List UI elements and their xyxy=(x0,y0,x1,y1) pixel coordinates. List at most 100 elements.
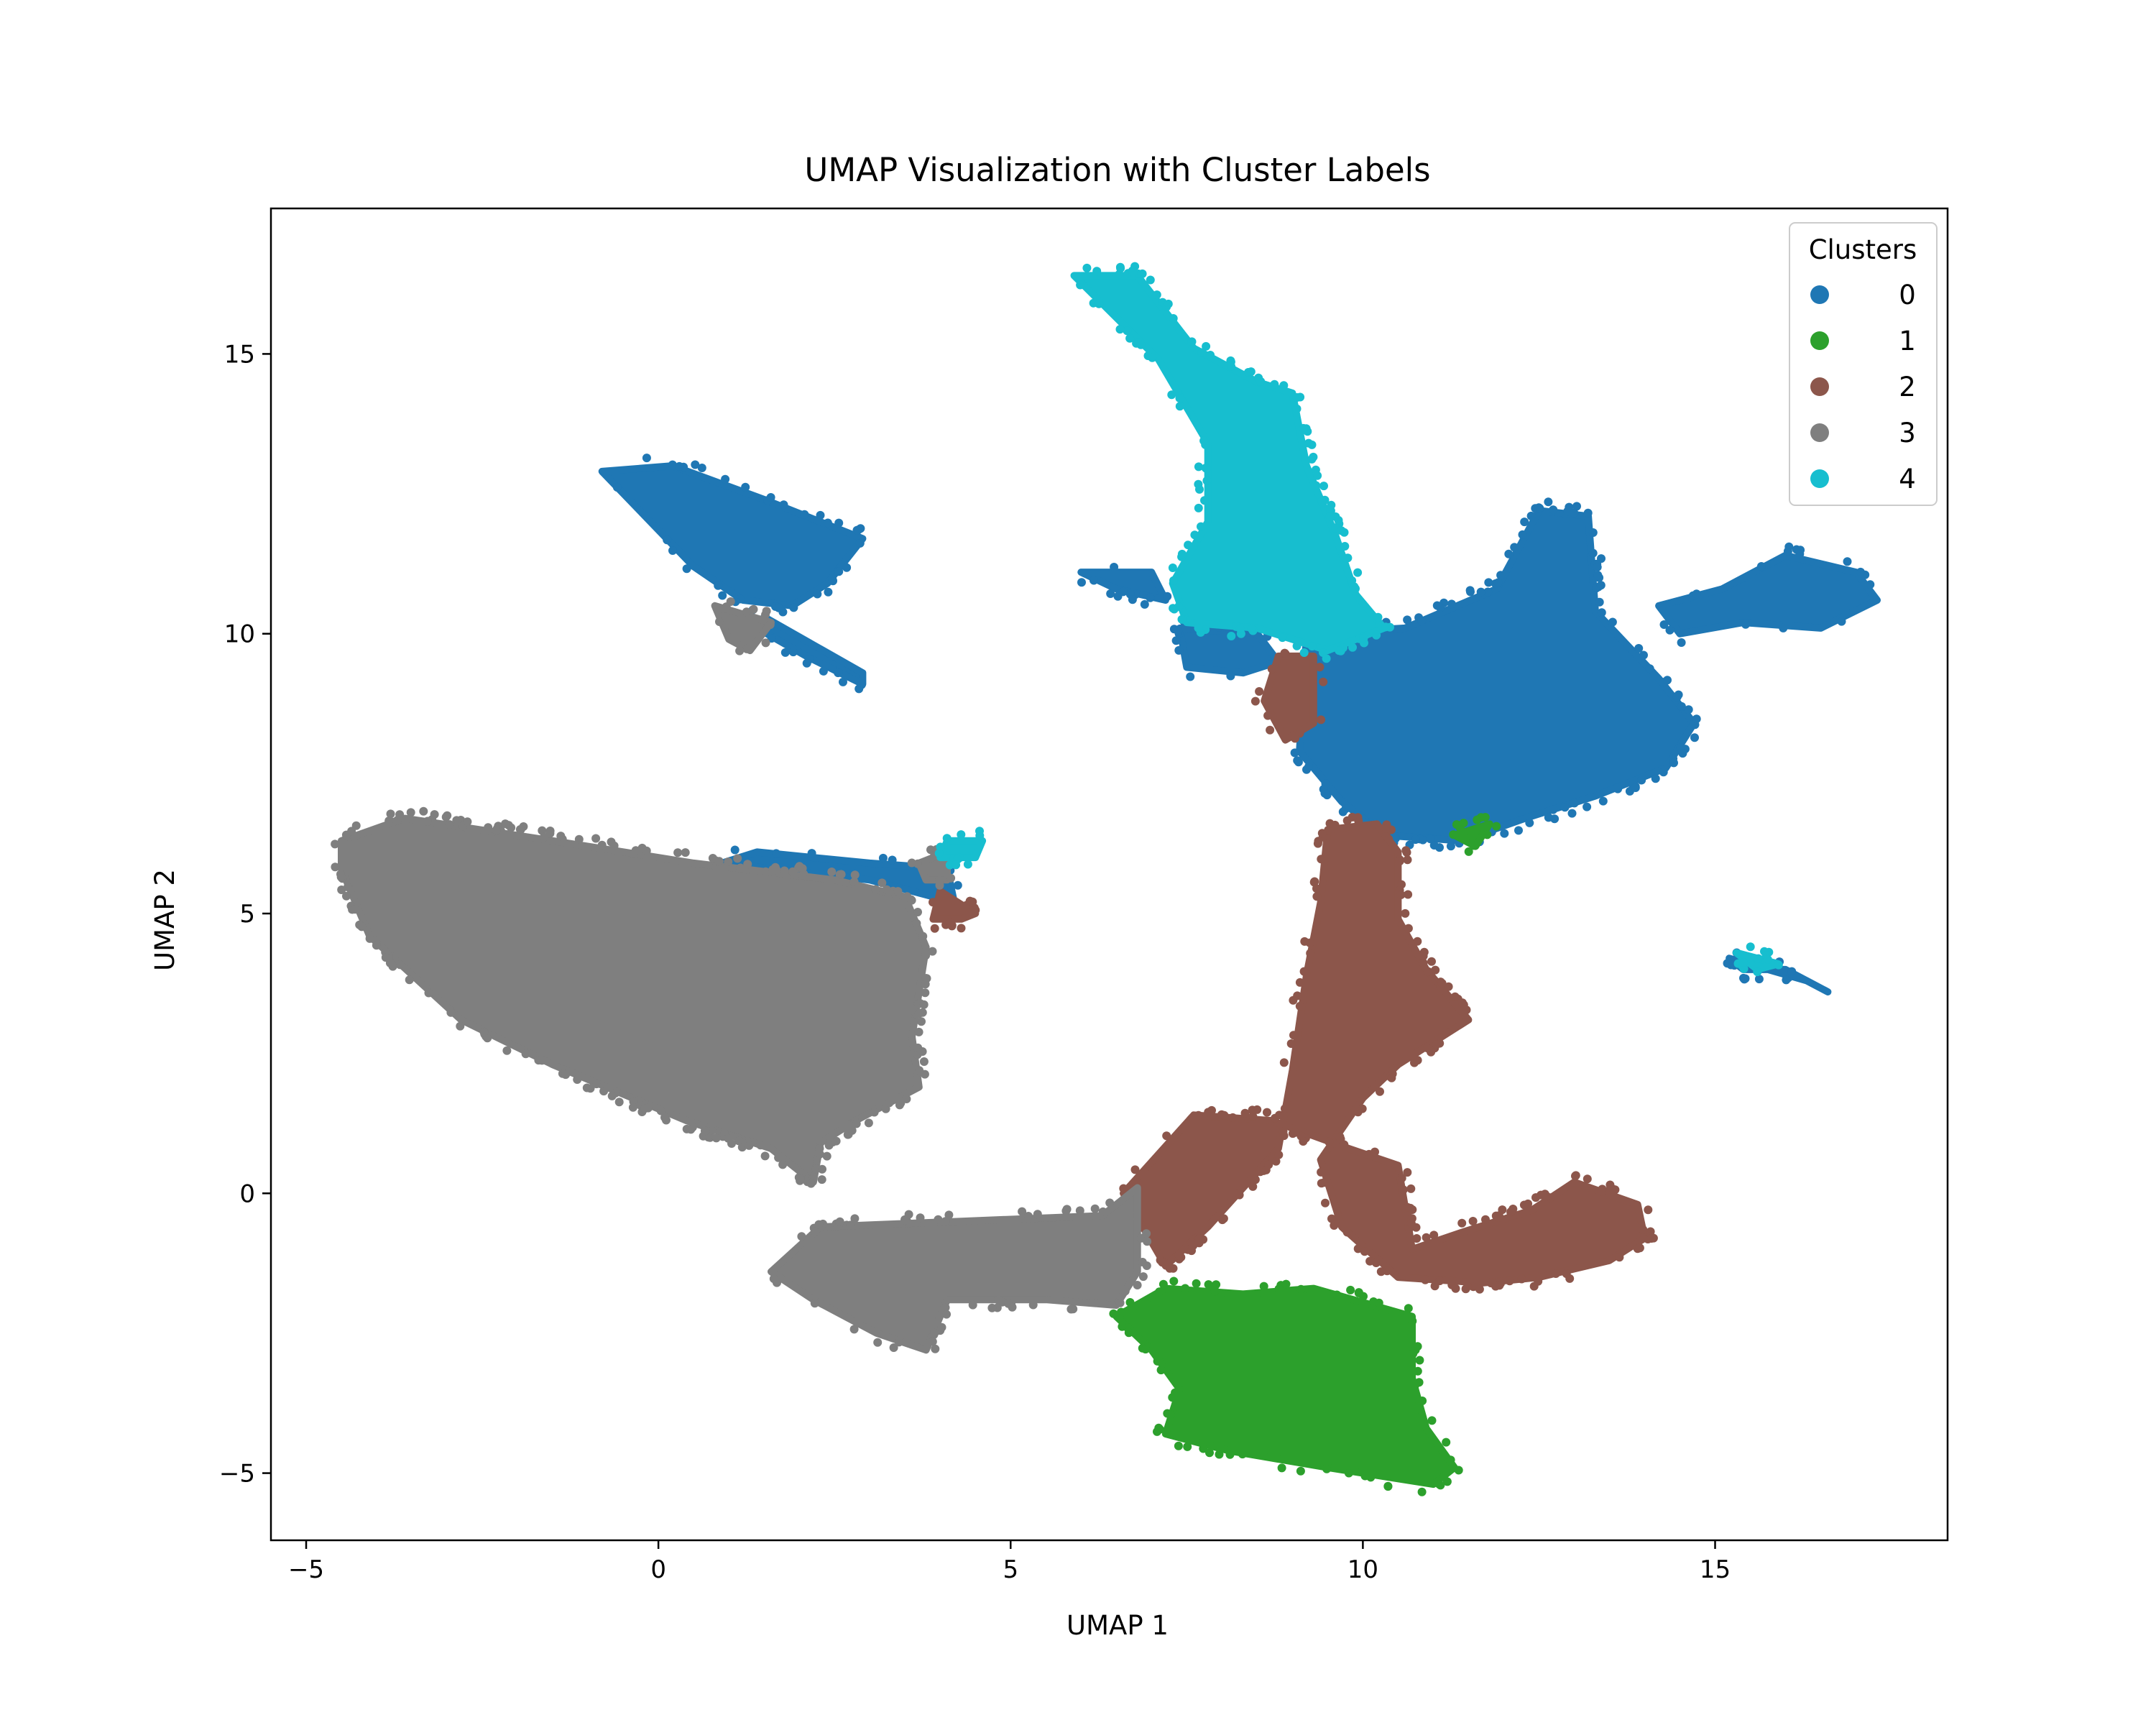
cluster-4-point xyxy=(1202,341,1211,351)
cluster-3-point xyxy=(700,1126,709,1136)
cluster-3-point xyxy=(912,919,921,928)
cluster-2-point xyxy=(1317,855,1326,864)
cluster-0-point xyxy=(788,648,798,657)
cluster-1-point xyxy=(1414,1378,1424,1387)
cluster-1-point xyxy=(1181,1284,1190,1293)
cluster-3-point xyxy=(758,615,768,625)
legend-marker-4 xyxy=(1810,469,1829,488)
cluster-3-point xyxy=(852,1119,861,1128)
cluster-0-point xyxy=(1466,587,1475,597)
cluster-2-point xyxy=(957,924,966,933)
cluster-3-point xyxy=(574,834,584,844)
chart-title: UMAP Visualization with Cluster Labels xyxy=(804,151,1430,189)
cluster-4-point xyxy=(1319,482,1328,491)
cluster-2-point xyxy=(1220,1110,1229,1120)
cluster-2-point xyxy=(1430,1282,1439,1291)
cluster-2-point xyxy=(1505,1276,1514,1286)
cluster-2-point xyxy=(1253,1105,1262,1114)
cluster-3-point xyxy=(1028,1300,1038,1310)
cluster-4-point xyxy=(1095,299,1104,308)
cluster-2-point xyxy=(1330,820,1340,829)
cluster-0-point xyxy=(1570,799,1579,808)
cluster-0-point xyxy=(1665,625,1674,635)
cluster-0-point xyxy=(1484,578,1493,587)
cluster-2-point xyxy=(1293,991,1302,1000)
cluster-3-point xyxy=(445,820,454,829)
cluster-2-point xyxy=(1506,1207,1516,1216)
cluster-2-point xyxy=(1240,1108,1250,1118)
cluster-2-point xyxy=(1404,890,1413,899)
cluster-0-point xyxy=(1677,702,1686,711)
cluster-4-point xyxy=(1092,267,1102,276)
cluster-3-point xyxy=(918,932,928,941)
cluster-2-point xyxy=(1299,967,1309,976)
cluster-0-point xyxy=(1856,567,1865,576)
cluster-3-point xyxy=(762,607,771,616)
cluster-3-point xyxy=(903,892,912,901)
cluster-3-point xyxy=(773,1278,781,1287)
cluster-2-point xyxy=(1404,924,1413,933)
cluster-4-point xyxy=(1169,576,1178,585)
cluster-3-point xyxy=(913,908,922,916)
cluster-4-point xyxy=(1167,390,1176,400)
cluster-3-point xyxy=(928,1337,937,1346)
cluster-3-point xyxy=(637,843,647,852)
cluster-4-points xyxy=(934,262,1783,977)
cluster-4-point xyxy=(1206,351,1215,359)
cluster-4-point xyxy=(1125,334,1135,343)
cluster-1-point xyxy=(1210,1287,1220,1296)
cluster-3-point xyxy=(900,1215,909,1224)
cluster-2-point xyxy=(1174,1251,1184,1260)
cluster-0-point xyxy=(1837,617,1846,626)
cluster-4-point xyxy=(975,827,984,836)
y-tick-label: 10 xyxy=(224,620,255,649)
cluster-1-point xyxy=(1171,1388,1180,1397)
cluster-4-point xyxy=(1235,624,1245,633)
cluster-1-point xyxy=(1153,1356,1162,1366)
cluster-4-point xyxy=(1341,553,1350,563)
cluster-0-point xyxy=(834,567,844,576)
cluster-0-point xyxy=(1663,676,1672,685)
cluster-0-point xyxy=(668,460,677,469)
cluster-4-point xyxy=(1082,263,1092,272)
cluster-3-point xyxy=(430,810,439,819)
cluster-3-point xyxy=(381,953,390,962)
cluster-3-point xyxy=(914,1027,923,1036)
legend-title: Clusters xyxy=(1809,234,1917,265)
cluster-4-point xyxy=(1136,340,1146,349)
cluster-3-point xyxy=(885,1098,894,1108)
cluster-3-point xyxy=(582,1083,591,1092)
cluster-0-point xyxy=(1174,627,1183,636)
cluster-2-point xyxy=(1286,1039,1296,1048)
cluster-4-point xyxy=(1753,967,1762,977)
cluster-3-point xyxy=(463,817,472,827)
cluster-3-point xyxy=(849,1325,859,1334)
cluster-2-point xyxy=(1460,1005,1469,1014)
cluster-4-point xyxy=(1152,290,1161,300)
cluster-0-point xyxy=(1672,692,1682,702)
cluster-2-point xyxy=(1360,1247,1369,1256)
cluster-0-point xyxy=(1570,508,1579,518)
cluster-0-point xyxy=(834,668,843,678)
cluster-3-point xyxy=(556,832,566,841)
cluster-4-point xyxy=(1246,367,1256,377)
cluster-2-point xyxy=(1274,1150,1284,1159)
plot-frame xyxy=(270,207,1949,1542)
cluster-4-point xyxy=(1227,362,1236,371)
cluster-0-point xyxy=(675,461,684,471)
cluster-3-point xyxy=(628,1103,637,1112)
legend-entries: 0 1 2 3 4 xyxy=(1810,280,1916,494)
cluster-0-point xyxy=(953,880,962,890)
cluster-3-point xyxy=(456,1021,465,1031)
cluster-3-point xyxy=(395,810,405,819)
cluster-3-point xyxy=(889,1343,898,1352)
cluster-4-point xyxy=(1190,530,1199,540)
cluster-2-point xyxy=(1340,1140,1349,1149)
cluster-0-point xyxy=(1174,645,1184,655)
cluster-0-point xyxy=(1446,842,1455,851)
cluster-3-point xyxy=(733,854,742,863)
cluster-0-point xyxy=(1338,807,1348,816)
cluster-3-point xyxy=(941,1303,950,1312)
cluster-2-point xyxy=(1342,1228,1352,1237)
